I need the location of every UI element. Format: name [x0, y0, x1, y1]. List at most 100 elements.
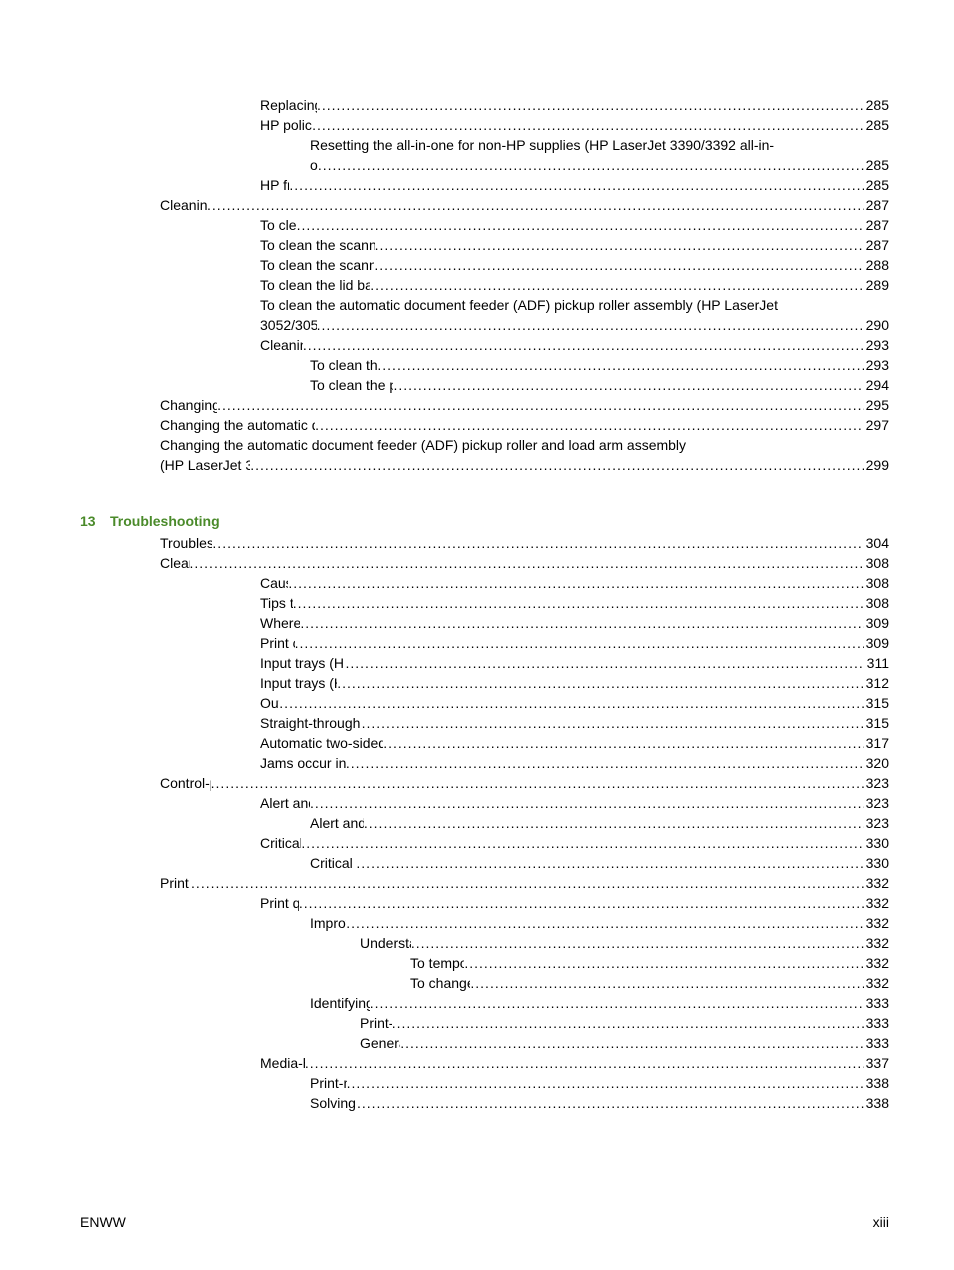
toc-title: Jams occur in the automatic document fee… [260, 753, 346, 773]
toc-page-number: 332 [864, 933, 889, 953]
toc-page-number: 297 [864, 415, 889, 435]
toc-entry: 3052/3055/3390/3392 all-in-one).........… [80, 315, 889, 335]
toc-title: Input trays (HP LaserJet 3390/3392 all-i… [260, 673, 337, 693]
toc-page-number: 308 [864, 553, 889, 573]
toc-leader-dots: ........................................… [318, 155, 864, 175]
toc-title: HP policy on non-HP supplies [260, 115, 312, 135]
toc-title: Alert and warning messages [260, 793, 310, 813]
toc-title: 3052/3055/3390/3392 all-in-one) [260, 315, 317, 335]
toc-leader-dots: ........................................… [470, 973, 863, 993]
page-content: Replacing and recycling supplies........… [80, 95, 889, 1230]
toc-entry: Control-panel messages..................… [80, 773, 889, 793]
toc-title: Replacing and recycling supplies [260, 95, 317, 115]
toc-leader-dots: ........................................… [317, 315, 864, 335]
toc-page-number: 332 [864, 893, 889, 913]
toc-page-number: 285 [864, 155, 889, 175]
toc-entry: Output bin..............................… [80, 693, 889, 713]
toc-title: Straight-through output path (HP LaserJe… [260, 713, 362, 733]
toc-title: Changing the automatic document feeder (… [160, 415, 315, 435]
toc-entry: To clean the scanner glass (HP LaserJet … [80, 255, 889, 275]
toc-leader-dots: ........................................… [305, 1053, 864, 1073]
toc-title: Print-media guidelines [310, 1073, 347, 1093]
toc-title: To clean the paper path from the all-in-… [310, 375, 393, 395]
toc-page-number: 309 [864, 633, 889, 653]
toc-leader-dots: ........................................… [293, 593, 864, 613]
toc-leader-dots: ........................................… [362, 713, 864, 733]
toc-leader-dots: ........................................… [356, 853, 863, 873]
toc-block-1: Replacing and recycling supplies........… [80, 95, 889, 475]
toc-page-number: 320 [864, 753, 889, 773]
toc-entry: Jams occur in the automatic document fee… [80, 753, 889, 773]
toc-entry: Improving print quality.................… [80, 913, 889, 933]
toc-entry: Input trays (HP LaserJet 3390/3392 all-i… [80, 673, 889, 693]
toc-title: Improving print quality [310, 913, 346, 933]
toc-title: Solving print-media problems [310, 1093, 357, 1113]
toc-leader-dots: ........................................… [374, 255, 863, 275]
toc-title: To clean the lid backing (HP LaserJet 30… [260, 275, 370, 295]
toc-page-number: 308 [864, 593, 889, 613]
toc-title: Cleaning the all-in-one [160, 195, 207, 215]
toc-page-number: 315 [864, 693, 889, 713]
toc-page-number: 323 [864, 773, 889, 793]
toc-entry: Print problems..........................… [80, 873, 889, 893]
toc-entry: HP policy on non-HP supplies............… [80, 115, 889, 135]
toc-leader-dots: ........................................… [345, 653, 864, 673]
toc-page-number: 330 [864, 853, 889, 873]
chapter-heading: 13 Troubleshooting [80, 513, 889, 529]
toc-entry: Print-quality checklist.................… [80, 1013, 889, 1033]
toc-entry: Replacing and recycling supplies........… [80, 95, 889, 115]
toc-entry: To clean the paper path from the all-in-… [80, 375, 889, 395]
toc-title: Changing the automatic document feeder (… [160, 435, 686, 455]
toc-leader-dots: ........................................… [377, 355, 863, 375]
toc-title: Cleaning the paper path [260, 335, 303, 355]
toc-leader-dots: ........................................… [191, 873, 864, 893]
toc-leader-dots: ........................................… [364, 813, 864, 833]
toc-page-number: 333 [864, 1033, 889, 1053]
toc-leader-dots: ........................................… [301, 833, 863, 853]
toc-leader-dots: ........................................… [312, 115, 864, 135]
toc-entry: Identifying and correcting print defects… [80, 993, 889, 1013]
toc-entry: Solving print-media problems............… [80, 1093, 889, 1113]
toc-leader-dots: ........................................… [288, 573, 863, 593]
toc-entry: Cleaning the all-in-one.................… [80, 195, 889, 215]
toc-page-number: 338 [864, 1073, 889, 1093]
toc-page-number: 289 [864, 275, 889, 295]
toc-entry: Cleaning the paper path.................… [80, 335, 889, 355]
toc-page-number: 287 [864, 215, 889, 235]
toc-page-number: 285 [864, 95, 889, 115]
chapter-number: 13 [80, 513, 110, 529]
toc-page-number: 285 [864, 175, 889, 195]
toc-page-number: 285 [864, 115, 889, 135]
toc-leader-dots: ........................................… [375, 235, 864, 255]
toc-entry: (HP LaserJet 3052/3055/3390/3392 all-in-… [80, 455, 889, 475]
toc-entry: Where to look for jams..................… [80, 613, 889, 633]
toc-leader-dots: ........................................… [303, 335, 864, 355]
toc-entry: Print cartridge area....................… [80, 633, 889, 653]
toc-title: To change print-quality settings for all… [410, 973, 470, 993]
toc-entry: Media-handling problems.................… [80, 1053, 889, 1073]
toc-leader-dots: ........................................… [400, 1033, 863, 1053]
toc-leader-dots: ........................................… [300, 613, 863, 633]
toc-entry: Alert and warning message tables........… [80, 813, 889, 833]
page-footer: ENWW xiii [80, 1214, 889, 1230]
toc-title: Alert and warning message tables [310, 813, 364, 833]
toc-page-number: 304 [864, 533, 889, 553]
toc-entry: Clearing jams...........................… [80, 553, 889, 573]
toc-title: Input trays (HP LaserJet 3050/3052/3055 … [260, 653, 345, 673]
toc-page-number: 333 [864, 993, 889, 1013]
toc-entry: Critical error messages.................… [80, 833, 889, 853]
toc-leader-dots: ........................................… [370, 993, 864, 1013]
toc-title: To clean the paper path from HP ToolboxF… [310, 355, 377, 375]
toc-leader-dots: ........................................… [217, 395, 864, 415]
toc-page-number: 311 [865, 653, 889, 673]
toc-page-number: 312 [864, 673, 889, 693]
toc-leader-dots: ........................................… [310, 793, 864, 813]
toc-leader-dots: ........................................… [357, 1093, 864, 1113]
toc-title: To clean the automatic document feeder (… [260, 295, 778, 315]
toc-entry: To clean the scanner glass and white pla… [80, 235, 889, 255]
toc-entry: Print-media guidelines..................… [80, 1073, 889, 1093]
toc-title: Control-panel messages [160, 773, 211, 793]
toc-entry: To clean the exterior...................… [80, 215, 889, 235]
toc-entry: Print quality problems..................… [80, 893, 889, 913]
toc-page-number: 323 [864, 813, 889, 833]
